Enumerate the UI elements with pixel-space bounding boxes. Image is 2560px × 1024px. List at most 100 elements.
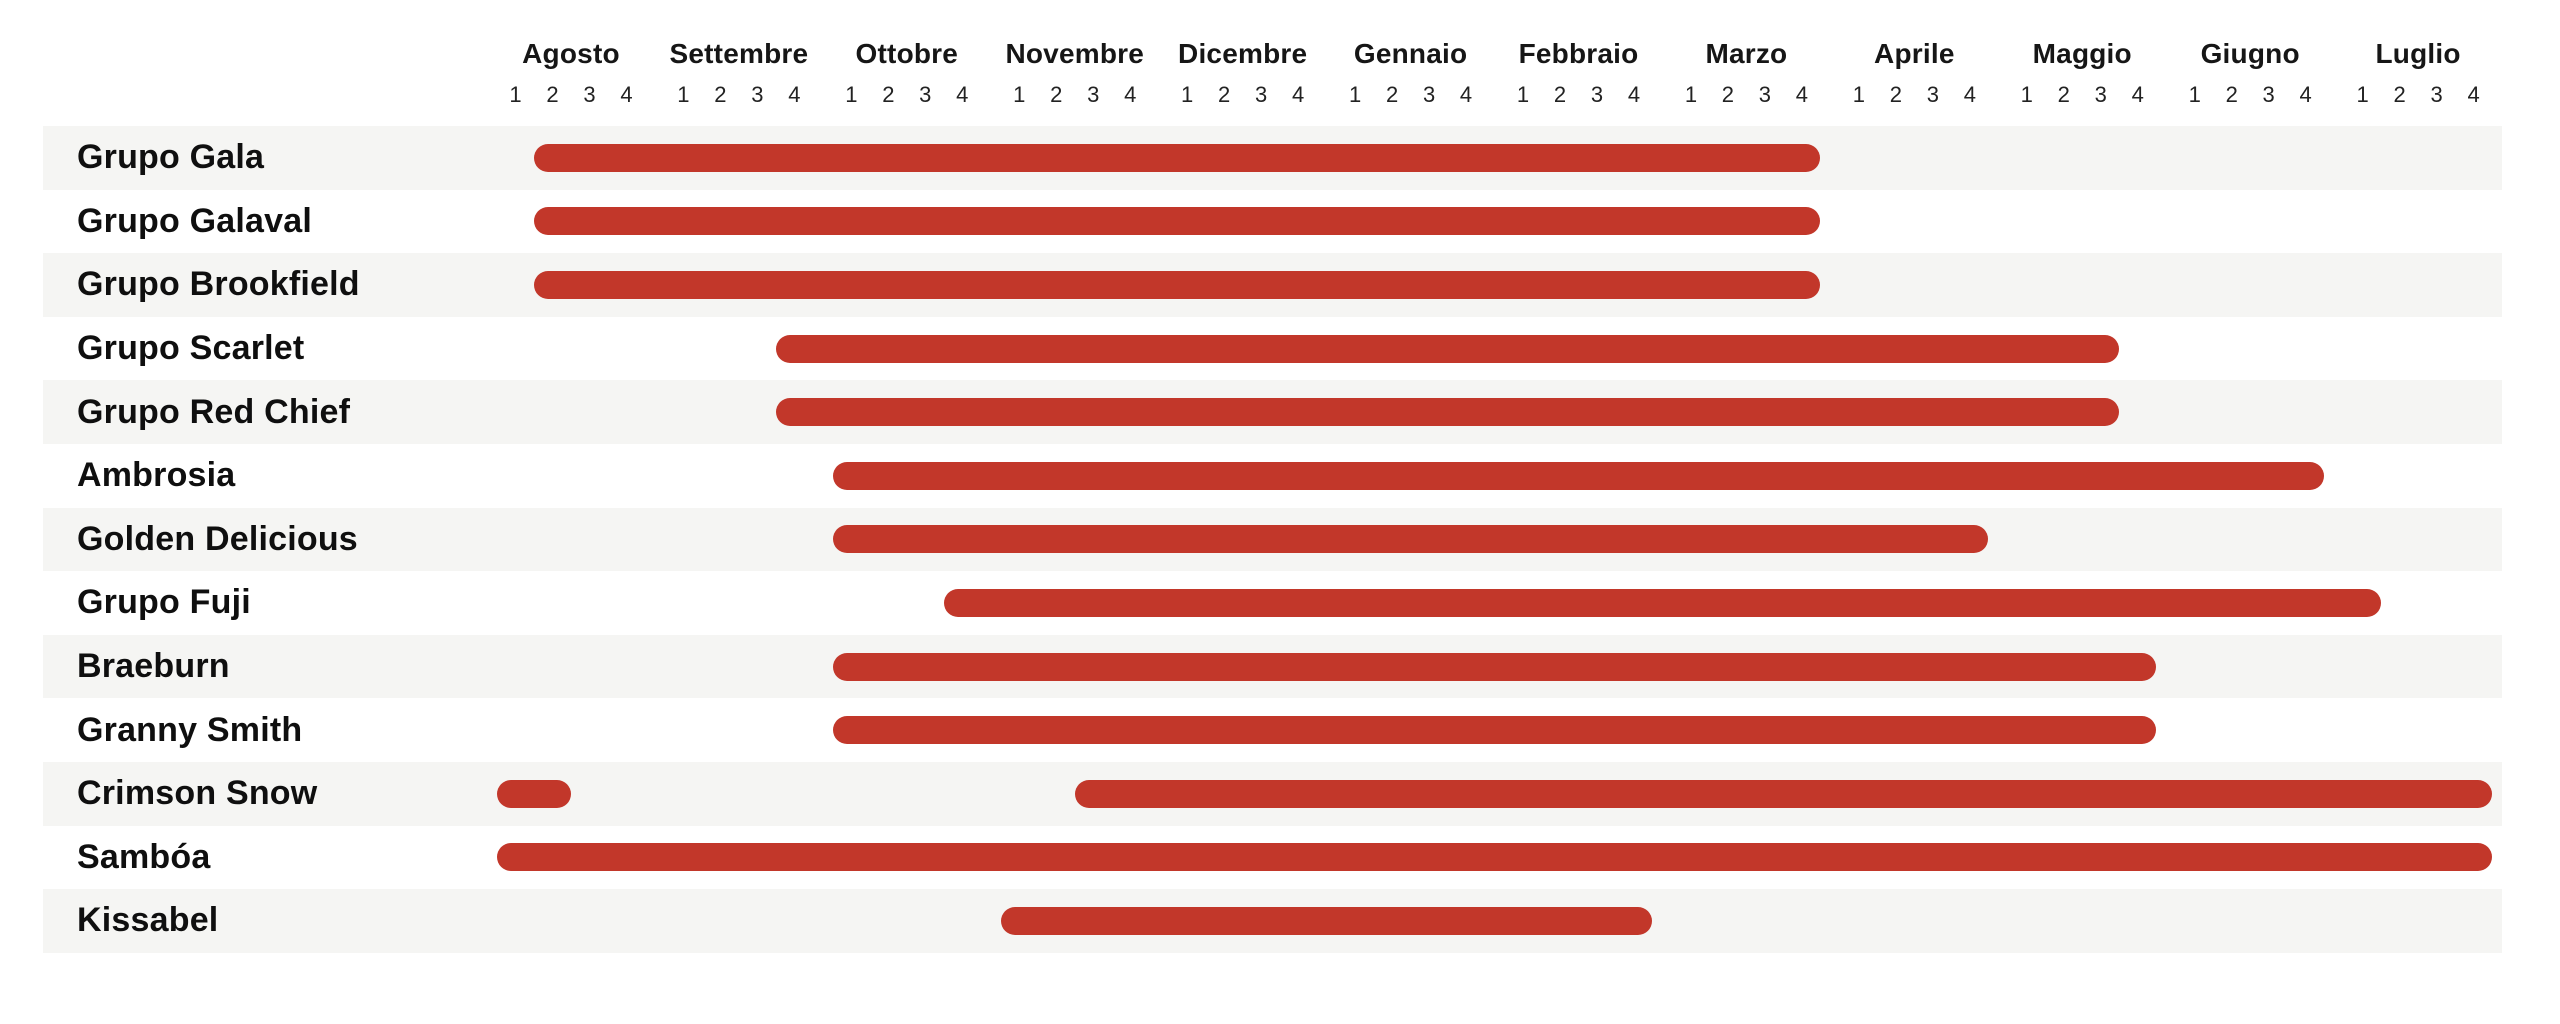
table-row: Kissabel — [43, 889, 2502, 953]
week-label: 2 — [714, 82, 727, 107]
variety-label: Grupo Scarlet — [77, 329, 305, 368]
variety-label: Granny Smith — [77, 710, 303, 749]
timeline-track — [487, 826, 2502, 890]
week-label: 1 — [677, 82, 690, 107]
week-label: 1 — [509, 82, 522, 107]
week-label: 3 — [1422, 82, 1436, 107]
variety-label: Grupo Galaval — [77, 201, 313, 240]
table-row: Golden Delicious — [43, 507, 2502, 572]
month-group-settembre: Settembre 1 2 3 4 — [655, 30, 823, 116]
month-label: Marzo — [1705, 38, 1788, 69]
availability-bar — [1000, 906, 1653, 935]
week-label: 3 — [1758, 82, 1772, 107]
variety-label: Kissabel — [77, 901, 219, 940]
month-label: Luglio — [2375, 38, 2461, 69]
timeline-track — [487, 444, 2502, 508]
month-group-ottobre: Ottobre 1 2 3 4 — [823, 30, 991, 116]
availability-bar — [832, 652, 2157, 681]
week-label: 4 — [1124, 82, 1137, 107]
week-label: 3 — [751, 82, 764, 107]
week-label: 4 — [2467, 82, 2480, 107]
week-label: 1 — [1684, 82, 1698, 107]
timeline-track — [487, 253, 2502, 317]
week-label: 3 — [1255, 82, 1268, 107]
month-label: Febbraio — [1518, 38, 1639, 69]
availability-bar — [943, 588, 2382, 617]
variety-label: Sambóa — [77, 837, 211, 876]
table-row: Braeburn — [43, 634, 2502, 699]
timeline-track — [487, 635, 2502, 699]
week-label: 3 — [2430, 82, 2443, 107]
month-group-agosto: Agosto 1 2 3 4 — [487, 30, 655, 116]
table-row: Grupo Fuji — [43, 571, 2502, 635]
availability-bar — [775, 334, 2120, 363]
availability-bar — [775, 398, 2120, 427]
week-label: 4 — [1963, 82, 1976, 107]
month-label: Settembre — [669, 38, 809, 69]
month-group-marzo: Marzo 1 2 3 4 — [1662, 30, 1830, 116]
availability-bar — [1074, 779, 2492, 808]
variety-label: Grupo Fuji — [77, 583, 251, 622]
week-label: 4 — [2299, 82, 2312, 107]
month-group-gennaio: Gennaio 1 2 3 4 — [1327, 30, 1495, 116]
variety-label: Braeburn — [77, 647, 230, 686]
table-row: Ambrosia — [43, 444, 2502, 508]
week-label: 3 — [583, 82, 596, 107]
timeline-track — [487, 762, 2502, 826]
month-group-aprile: Aprile 1 2 3 4 — [1830, 30, 1998, 116]
week-label: 1 — [1348, 82, 1362, 107]
month-label: Aprile — [1874, 38, 1955, 69]
week-label: 4 — [1459, 82, 1473, 107]
month-axis: Agosto 1 2 3 4 Settembre 1 2 3 4 Ottobre 1 2 3 4 Novemb… — [487, 30, 2502, 116]
variety-label: Grupo Red Chief — [77, 392, 351, 431]
week-label: 4 — [1627, 82, 1641, 107]
timeline-track — [487, 571, 2502, 635]
table-row: Grupo Gala — [43, 126, 2502, 190]
table-row: Grupo Brookfield — [43, 253, 2502, 317]
week-label: 2 — [546, 82, 559, 107]
timeline-track — [487, 889, 2502, 953]
week-label: 4 — [1292, 82, 1305, 107]
variety-label: Ambrosia — [77, 456, 236, 495]
month-group-luglio: Luglio 1 2 3 4 — [2334, 30, 2502, 116]
week-label: 2 — [2225, 82, 2238, 107]
week-label: 3 — [2262, 82, 2275, 107]
table-row: Crimson Snow — [43, 761, 2502, 826]
week-label: 3 — [1926, 82, 1939, 107]
week-label: 4 — [956, 82, 969, 107]
availability-bar — [533, 270, 1821, 299]
week-label: 1 — [1852, 82, 1865, 107]
availability-bar — [533, 207, 1821, 236]
availability-bar — [832, 461, 2325, 490]
month-group-dicembre: Dicembre 1 2 3 4 — [1159, 30, 1327, 116]
timeline-header: Agosto 1 2 3 4 Settembre 1 2 3 4 Ottobre 1 2 3 4 Novemb… — [43, 30, 2502, 116]
week-label: 1 — [1013, 82, 1026, 107]
availability-bar — [497, 779, 571, 808]
chart-wrapper: Agosto 1 2 3 4 Settembre 1 2 3 4 Ottobre 1 2 3 4 Novemb… — [43, 30, 2502, 953]
week-label: 1 — [1181, 82, 1194, 107]
month-label: Ottobre — [855, 38, 959, 69]
variety-label: Grupo Gala — [77, 138, 265, 177]
variety-label: Golden Delicious — [77, 519, 358, 558]
month-group-febbraio: Febbraio 1 2 3 4 — [1495, 30, 1663, 116]
week-label: 4 — [1795, 82, 1809, 107]
week-label: 2 — [2393, 82, 2406, 107]
week-label: 1 — [2020, 82, 2033, 107]
week-label: 2 — [1218, 82, 1231, 107]
timeline-track — [487, 698, 2502, 762]
week-label: 1 — [2356, 82, 2369, 107]
week-label: 2 — [1889, 82, 1902, 107]
timeline-track — [487, 508, 2502, 572]
week-label: 1 — [1516, 82, 1530, 107]
